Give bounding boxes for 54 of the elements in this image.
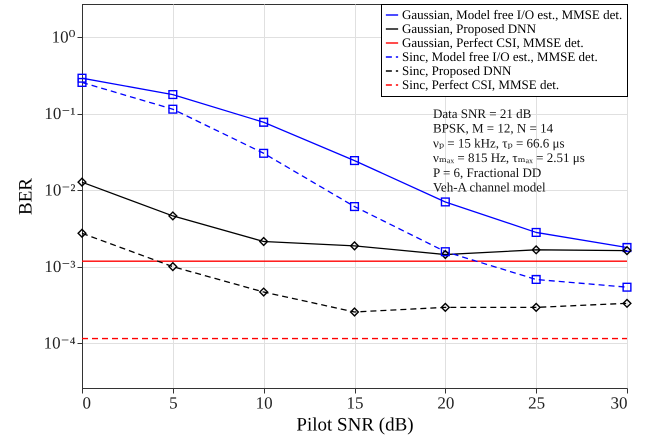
- point: [350, 241, 360, 250]
- legend-label: Sinc, Perfect CSI, MMSE det.: [402, 77, 560, 92]
- point: [622, 242, 632, 252]
- point: [440, 247, 450, 256]
- x-tick-label: 0: [82, 394, 91, 412]
- point: [259, 287, 268, 297]
- point: [168, 211, 178, 221]
- point: [532, 302, 541, 312]
- annotation: Data SNR = 21 dB: [432, 106, 532, 121]
- x-tick-label: 25: [528, 394, 546, 412]
- annotation: νₚ = 15 kHz, τₚ = 66.6 μs: [432, 135, 565, 150]
- y-tick-label: 10⁻⁴: [44, 334, 76, 353]
- x-tick-label: 5: [169, 394, 178, 412]
- annotation: Veh-A channel model: [432, 180, 546, 194]
- point: [440, 197, 450, 207]
- point: [350, 307, 360, 317]
- point: [350, 156, 360, 166]
- legend-label: Sinc, Model free I/O est., MMSE det.: [402, 49, 598, 64]
- x-tick-label: 30: [610, 394, 628, 412]
- y-tick-label: 10⁻³: [44, 257, 76, 276]
- legend-label: Gaussian, Perfect CSI, MMSE det.: [402, 35, 584, 50]
- x-axis-title: Pilot SNR (dB): [296, 414, 414, 436]
- point: [440, 250, 450, 260]
- y-tick-label: 10⁻²: [44, 180, 76, 200]
- point: [440, 302, 450, 312]
- annotation: BPSK, M = 12, N = 14: [432, 120, 554, 136]
- y-tick-label: 10⁰: [52, 28, 76, 47]
- point: [532, 228, 541, 238]
- point: [532, 245, 541, 254]
- legend-label: Gaussian, Model free I/O est., MMSE det.: [402, 7, 622, 22]
- y-axis-title: BER: [16, 178, 37, 215]
- point: [259, 148, 268, 158]
- annotation: νₘₐₓ = 815 Hz, τₘₐₓ = 2.51 μs: [432, 150, 585, 166]
- point: [168, 90, 178, 100]
- point: [259, 236, 268, 246]
- annotation: P = 6, Fractional DD: [432, 164, 542, 180]
- point: [259, 118, 268, 127]
- x-tick-label: 10: [256, 394, 273, 412]
- point: [350, 202, 360, 212]
- point: [77, 74, 87, 83]
- point: [532, 274, 541, 284]
- legend-label: Gaussian, Proposed DNN: [402, 21, 537, 36]
- x-tick-label: 15: [346, 394, 364, 412]
- point: [622, 298, 632, 308]
- y-tick-label: 10⁻¹: [44, 104, 76, 124]
- point: [77, 178, 87, 187]
- legend-label: Sinc, Proposed DNN: [402, 63, 512, 78]
- point: [77, 228, 87, 238]
- point: [622, 282, 632, 292]
- point: [168, 262, 178, 272]
- point: [622, 246, 632, 256]
- point: [77, 78, 87, 88]
- point: [168, 104, 178, 114]
- x-tick-label: 20: [437, 394, 454, 412]
